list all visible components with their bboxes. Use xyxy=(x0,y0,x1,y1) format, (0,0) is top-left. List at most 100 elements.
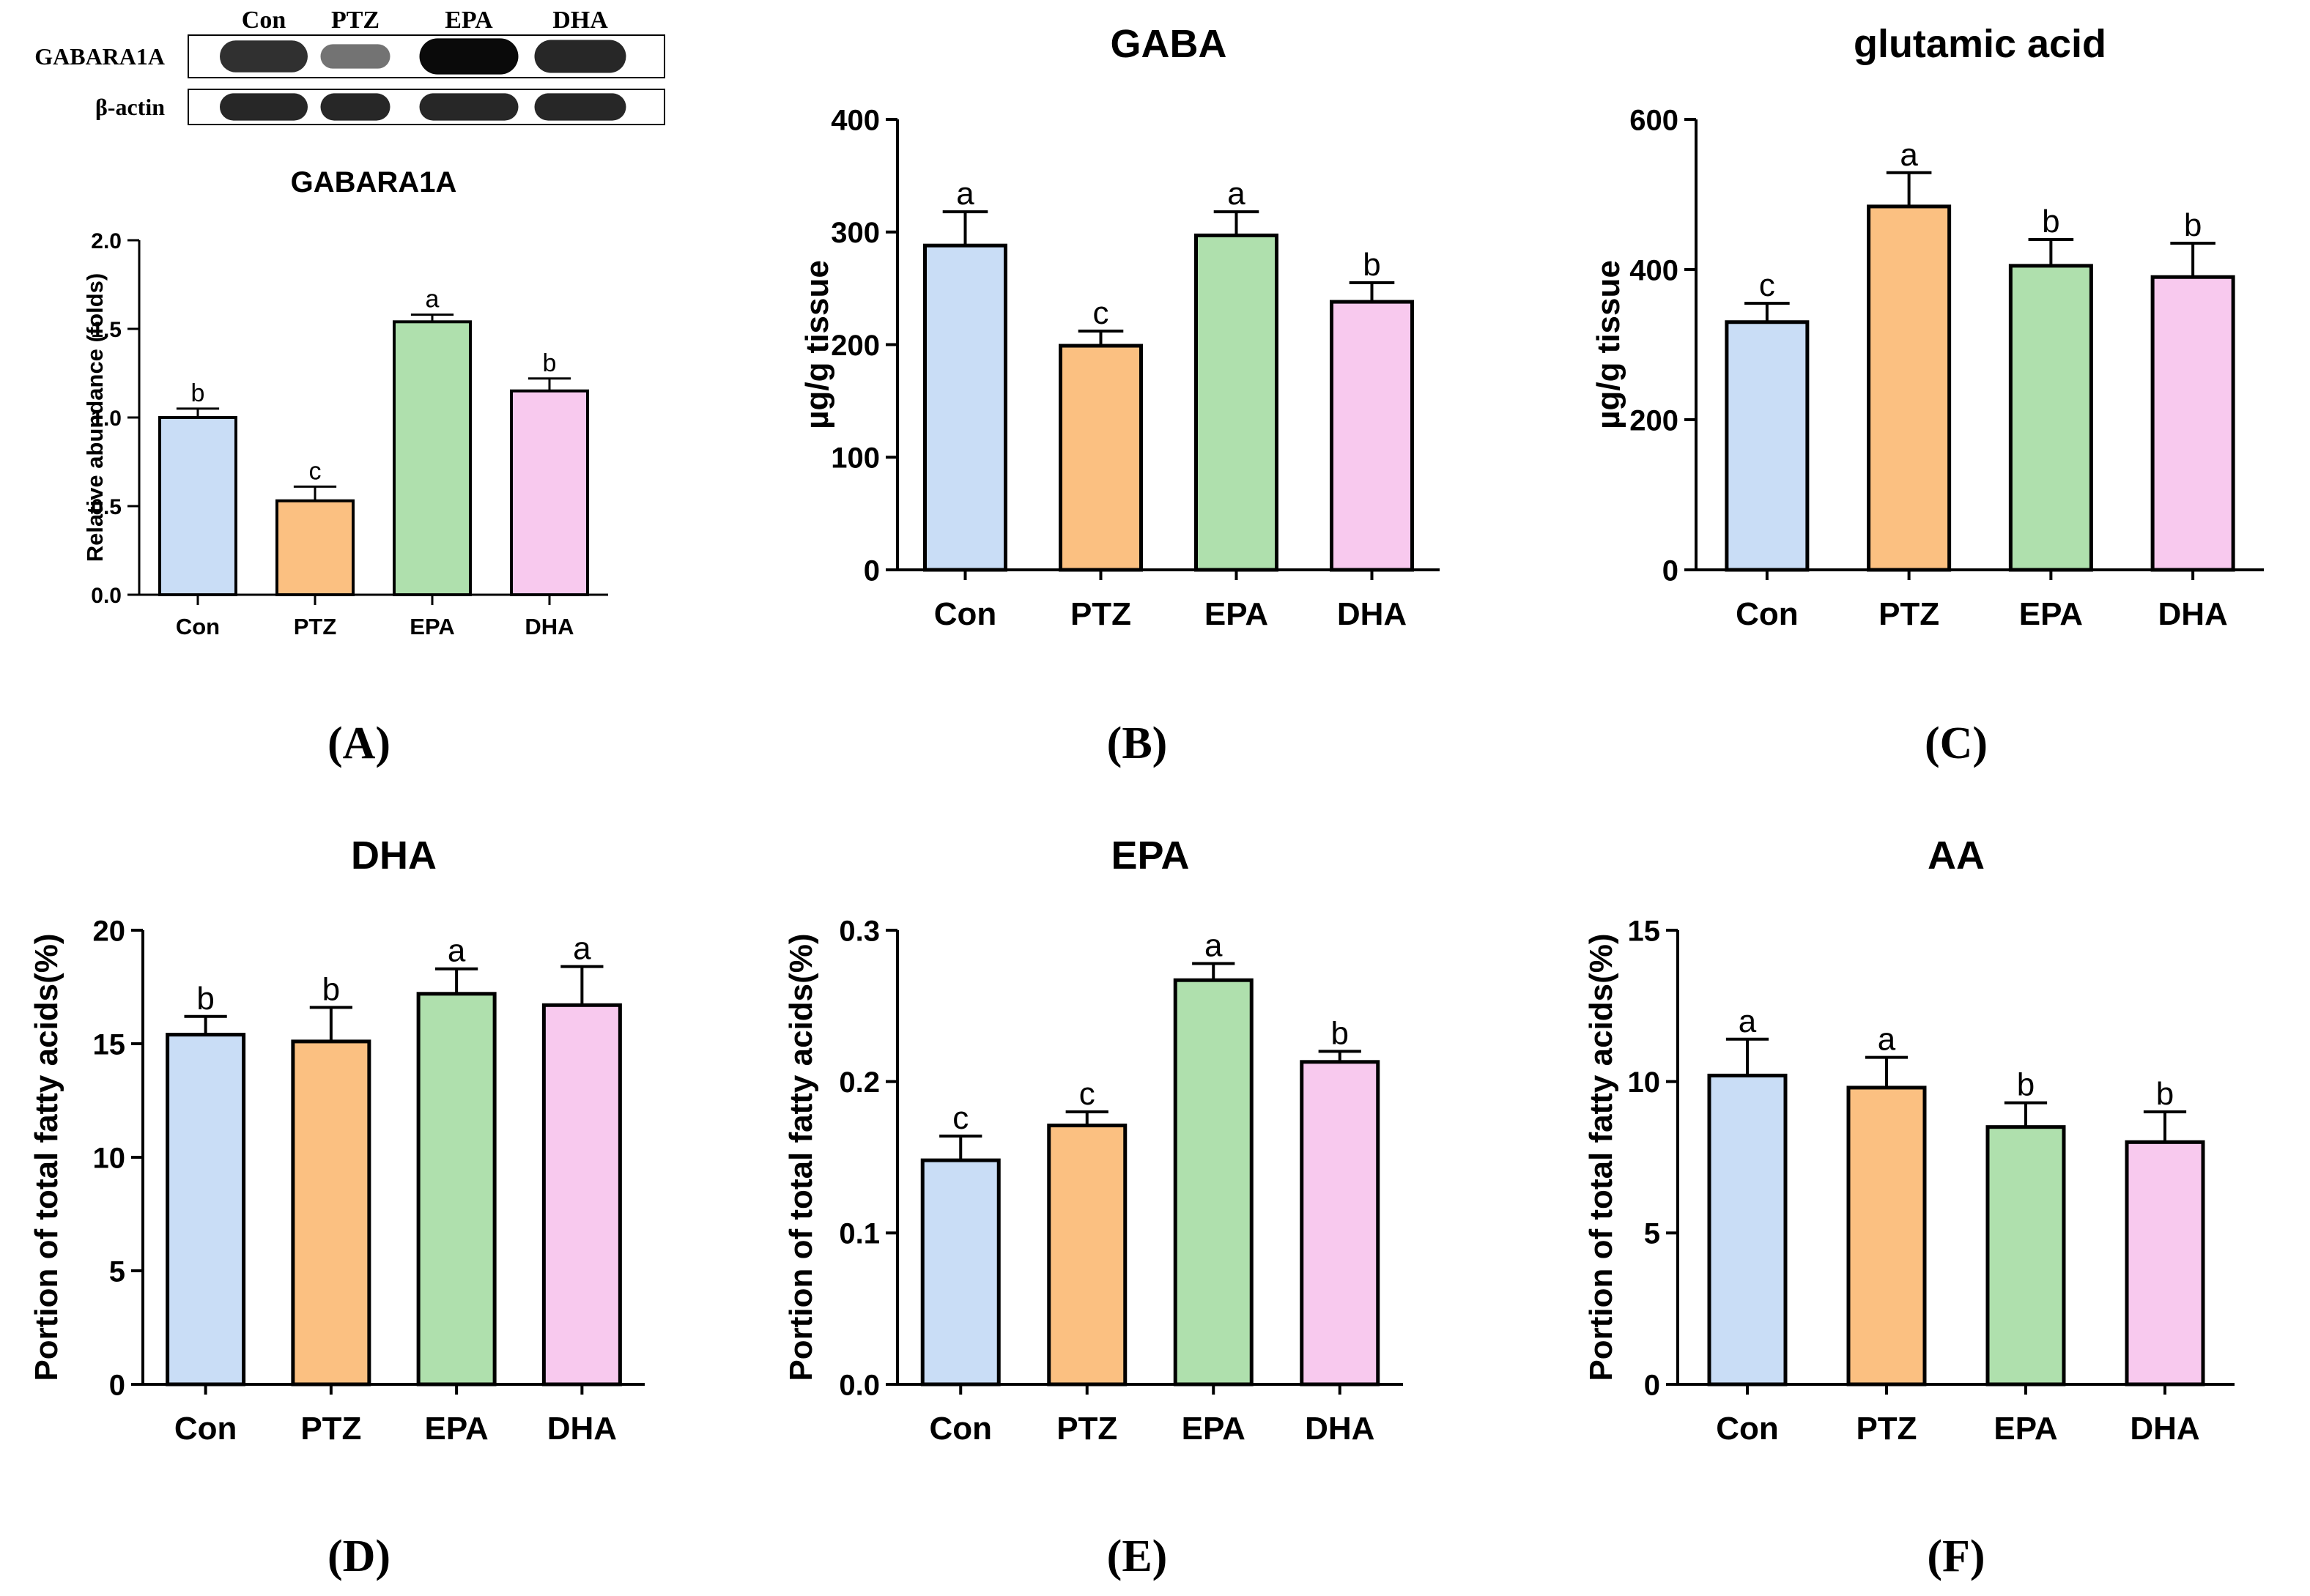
bar-dha xyxy=(1300,1060,1380,1387)
x-tick-label: Con xyxy=(1736,596,1799,632)
chart-E: EPA 0.0 0.1 0.2 0.3 Portion of total fatty ac… xyxy=(783,834,1403,1581)
chart-title: EPA xyxy=(1111,834,1189,877)
x-tick-label: DHA xyxy=(2158,596,2227,632)
x-tick-label: PTZ xyxy=(1056,1411,1117,1447)
y-tick-label: 200 xyxy=(831,330,880,362)
x-tick-label: EPA xyxy=(1994,1411,2057,1447)
chart-C: glutamic acid 0 200 400 600 µg/g tissue c Con a P… xyxy=(1591,22,2264,768)
bar-con xyxy=(920,1158,1001,1387)
y-tick-label: 10 xyxy=(93,1142,126,1174)
x-tick-label: PTZ xyxy=(1856,1411,1917,1447)
bar-con xyxy=(1725,320,1810,572)
bar-con xyxy=(158,416,237,596)
significance-label: b xyxy=(2042,204,2059,240)
panel-label: (F) xyxy=(1927,1532,1985,1581)
y-tick-label: 0 xyxy=(1644,1369,1660,1401)
blot-band xyxy=(220,40,308,73)
blot-band xyxy=(534,93,626,121)
bar-ptz xyxy=(1059,344,1143,572)
bar-dha xyxy=(541,1003,622,1387)
y-tick-label: 20 xyxy=(93,915,126,947)
y-axis-label: Portion of total fatty acids(%) xyxy=(783,933,819,1381)
y-tick-label: 0 xyxy=(1662,554,1678,587)
y-tick-label: 2.0 xyxy=(91,229,122,253)
x-tick-label: EPA xyxy=(1182,1411,1245,1447)
y-tick-label: 0.5 xyxy=(91,495,122,519)
chart-title: DHA xyxy=(351,834,437,877)
significance-label: c xyxy=(309,457,322,485)
significance-label: b xyxy=(2184,207,2202,243)
blot-band xyxy=(534,40,626,73)
blot-band xyxy=(220,93,308,121)
y-tick-label: 0.2 xyxy=(839,1066,880,1099)
x-tick-label: EPA xyxy=(1204,596,1268,632)
significance-label: c xyxy=(1079,1076,1095,1112)
bar-con xyxy=(923,243,1007,572)
blot-band xyxy=(419,38,519,75)
y-tick-label: 0.3 xyxy=(839,915,880,947)
bar-dha xyxy=(2150,275,2235,572)
x-tick-label: PTZ xyxy=(300,1411,361,1447)
chart-title: GABARA1A xyxy=(291,166,457,198)
panel-label: (A) xyxy=(327,719,390,768)
bar-charts: GABARA1A 0.0 0.5 1.0 1.5 2.0 Relative abundanc… xyxy=(29,22,2264,1581)
y-tick-label: 100 xyxy=(831,442,880,475)
y-tick-label: 600 xyxy=(1629,104,1678,136)
blot-lane-label: Con xyxy=(242,7,286,34)
bar-epa xyxy=(2008,264,2093,572)
bar-epa xyxy=(1194,233,1278,572)
significance-label: b xyxy=(2017,1067,2035,1103)
x-tick-label: Con xyxy=(176,614,220,639)
x-tick-label: PTZ xyxy=(294,614,337,639)
significance-label: b xyxy=(196,981,214,1017)
bar-con xyxy=(1707,1073,1788,1387)
significance-label: b xyxy=(1331,1015,1349,1051)
y-tick-label: 15 xyxy=(93,1028,126,1061)
y-tick-label: 1.5 xyxy=(91,318,122,342)
bar-epa xyxy=(1173,978,1254,1387)
significance-label: a xyxy=(448,933,466,969)
y-tick-label: 0 xyxy=(864,554,880,587)
x-tick-label: EPA xyxy=(410,614,454,639)
y-tick-label: 400 xyxy=(1629,254,1678,286)
bar-ptz xyxy=(1047,1124,1128,1387)
chart-title: AA xyxy=(1928,834,1985,877)
significance-label: b xyxy=(191,379,205,407)
western-blot: Con PTZ EPA DHA GABARA1A β-actin xyxy=(34,7,665,125)
y-tick-label: 5 xyxy=(1644,1218,1660,1250)
bar-dha xyxy=(510,389,589,596)
panel-label: (D) xyxy=(327,1532,390,1581)
y-axis-label: Portion of total fatty acids(%) xyxy=(1583,933,1619,1381)
significance-label: a xyxy=(956,176,974,212)
y-axis-label: µg/g tissue xyxy=(799,260,835,429)
bar-epa xyxy=(416,992,497,1387)
significance-label: a xyxy=(1227,176,1245,212)
significance-label: b xyxy=(2156,1076,2174,1112)
blot-lane-label: PTZ xyxy=(331,7,380,34)
x-tick-label: DHA xyxy=(1305,1411,1374,1447)
significance-label: b xyxy=(1363,247,1380,283)
y-tick-label: 0.1 xyxy=(839,1218,880,1250)
blot-row-label: β-actin xyxy=(95,94,165,120)
bar-con xyxy=(166,1033,246,1387)
x-tick-label: PTZ xyxy=(1070,596,1131,632)
x-tick-label: Con xyxy=(934,596,997,632)
significance-label: a xyxy=(426,286,440,313)
y-tick-label: 200 xyxy=(1629,404,1678,437)
bar-epa xyxy=(393,320,472,596)
y-tick-label: 0 xyxy=(109,1369,125,1401)
panel-label: (B) xyxy=(1107,719,1168,768)
significance-label: a xyxy=(1739,1003,1757,1039)
y-tick-label: 0.0 xyxy=(91,584,122,608)
blot-band xyxy=(320,93,390,121)
blot-row-label: GABARA1A xyxy=(34,43,165,70)
x-tick-label: PTZ xyxy=(1878,596,1939,632)
significance-label: b xyxy=(322,971,340,1007)
bar-ptz xyxy=(1846,1085,1927,1387)
x-tick-label: Con xyxy=(174,1411,237,1447)
x-tick-label: EPA xyxy=(425,1411,489,1447)
blot-lane-label: DHA xyxy=(552,7,608,34)
blot-band xyxy=(320,44,390,69)
chart-D: DHA 0 5 10 15 20 Portion of total fatty acids(… xyxy=(29,834,645,1581)
